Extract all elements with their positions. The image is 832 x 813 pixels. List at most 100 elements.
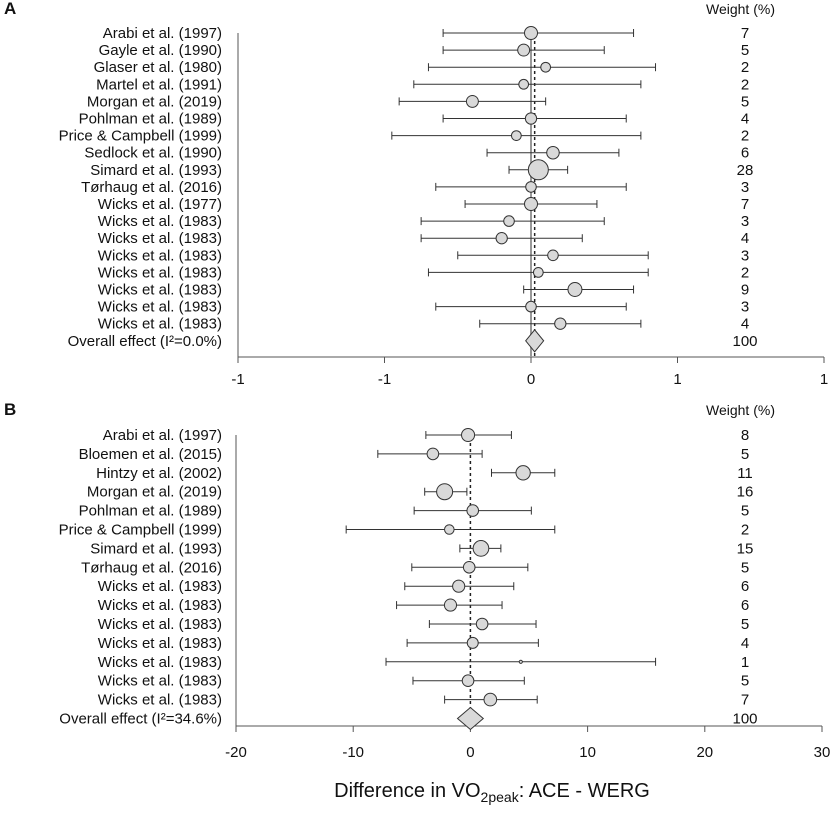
study-label: Wicks et al. (1983) [98, 316, 222, 333]
study-row: Hintzy et al. (2002) 11 [96, 465, 753, 482]
point-estimate-marker [524, 112, 538, 125]
study-weight: 4 [741, 635, 749, 652]
study-weight: 7 [741, 196, 749, 213]
study-weight: 6 [741, 578, 749, 595]
x-axis-title-suffix: : ACE - WERG [519, 780, 650, 802]
study-label: Wicks et al. (1983) [98, 692, 222, 709]
point-estimate-marker [554, 317, 567, 330]
point-estimate-marker [443, 598, 458, 612]
point-estimate-marker [466, 636, 479, 649]
point-estimate-marker [465, 94, 479, 108]
study-label: Wicks et al. (1983) [98, 635, 222, 652]
x-tick-label: -10 [342, 744, 364, 761]
point-estimate-marker [462, 561, 476, 574]
study-label: Wicks et al. (1983) [98, 616, 222, 633]
study-row: Pohlman et al. (1989) 5 [79, 503, 750, 520]
study-row: Wicks et al. (1983) 3 [98, 247, 749, 264]
study-weight: 4 [741, 230, 749, 247]
study-row: Morgan et al. (2019) 5 [87, 93, 749, 110]
overall-effect-diamond [456, 706, 485, 731]
study-weight: 3 [741, 299, 749, 316]
study-weight: 3 [741, 247, 749, 264]
study-row: Wicks et al. (1983) 7 [98, 692, 749, 709]
study-label: Wicks et al. (1983) [98, 247, 222, 264]
study-row: Wicks et al. (1983) 9 [98, 282, 749, 299]
study-row: Wicks et al. (1983) 4 [98, 230, 749, 247]
study-label: Wicks et al. (1983) [98, 578, 222, 595]
study-weight: 2 [741, 264, 749, 281]
study-weight: 2 [741, 522, 749, 539]
study-row: Simard et al. (1993) 28 [90, 159, 754, 181]
study-row: Arabi et al. (1997) 7 [103, 25, 749, 42]
study-label: Tørhaug et al. (2016) [81, 559, 222, 576]
overall-effect-label: Overall effect (I²=0.0%) [68, 333, 222, 350]
point-estimate-marker [510, 130, 522, 141]
overall-effect-label: Overall effect (I²=34.6%) [59, 711, 222, 728]
study-label: Glaser et al. (1980) [94, 59, 222, 76]
study-weight: 7 [741, 25, 749, 42]
weight-header: Weight (%) [706, 1, 775, 17]
study-row: Tørhaug et al. (2016) 5 [81, 559, 749, 576]
study-label: Wicks et al. (1983) [98, 230, 222, 247]
x-tick-label: 0 [466, 744, 474, 761]
study-label: Morgan et al. (2019) [87, 93, 222, 110]
point-estimate-marker [567, 282, 583, 297]
study-weight: 5 [741, 446, 749, 463]
study-label: Pohlman et al. (1989) [79, 503, 222, 520]
study-weight: 16 [737, 484, 754, 501]
study-weight: 28 [737, 162, 754, 179]
point-estimate-marker [452, 579, 466, 593]
study-row: Simard et al. (1993) 15 [90, 540, 753, 557]
study-row: Wicks et al. (1983) 5 [98, 673, 749, 690]
study-row: Wicks et al. (1977) 7 [98, 196, 749, 213]
study-weight: 2 [741, 128, 749, 145]
study-weight: 11 [737, 465, 753, 482]
study-weight: 7 [741, 692, 749, 709]
point-estimate-marker [472, 540, 490, 557]
x-tick-label: 0 [527, 371, 535, 388]
study-weight: 1 [741, 654, 749, 671]
study-label: Simard et al. (1993) [90, 162, 222, 179]
study-weight: 8 [741, 427, 749, 444]
x-tick-label: 1 [673, 371, 681, 388]
study-row: Wicks et al. (1983) 6 [98, 578, 749, 595]
x-axis-title-prefix: Difference in VO [334, 780, 480, 802]
point-estimate-marker [426, 447, 440, 461]
study-label: Simard et al. (1993) [90, 540, 222, 557]
study-row: Wicks et al. (1983) 1 [98, 654, 749, 671]
x-tick-label: -20 [225, 744, 247, 761]
panel-label: B [4, 400, 16, 419]
study-row: Bloemen et al. (2015) 5 [79, 446, 750, 463]
study-label: Price & Campbell (1999) [59, 522, 222, 539]
study-weight: 5 [741, 93, 749, 110]
x-tick-label: 20 [696, 744, 713, 761]
point-estimate-marker [475, 617, 489, 631]
study-weight: 5 [741, 503, 749, 520]
study-row: Wicks et al. (1983) 6 [98, 597, 749, 614]
study-row: Martel et al. (1991) 2 [96, 76, 749, 93]
study-weight: 5 [741, 559, 749, 576]
point-estimate-marker [436, 483, 454, 501]
point-estimate-marker [461, 427, 476, 443]
overall-effect-diamond [525, 329, 545, 353]
x-tick-label: 30 [814, 744, 831, 761]
point-estimate-marker [461, 674, 475, 687]
x-tick-label: -1 [378, 371, 391, 388]
study-label: Wicks et al. (1983) [98, 282, 222, 299]
point-estimate-marker [540, 61, 552, 73]
study-row: Pohlman et al. (1989) 4 [79, 111, 750, 128]
panel-label: A [4, 0, 16, 18]
point-estimate-marker [495, 232, 508, 245]
study-row: Wicks et al. (1983) 5 [98, 616, 749, 633]
point-estimate-marker [532, 267, 544, 278]
study-label: Wicks et al. (1983) [98, 597, 222, 614]
x-tick-label: 1 [820, 371, 828, 388]
overall-effect-weight: 100 [732, 711, 757, 728]
study-row: Tørhaug et al. (2016) 3 [81, 179, 749, 196]
study-row: Morgan et al. (2019) 16 [87, 483, 754, 501]
study-row: Wicks et al. (1983) 3 [98, 299, 749, 316]
study-row: Wicks et al. (1983) 2 [98, 264, 749, 281]
point-estimate-marker [515, 465, 531, 481]
